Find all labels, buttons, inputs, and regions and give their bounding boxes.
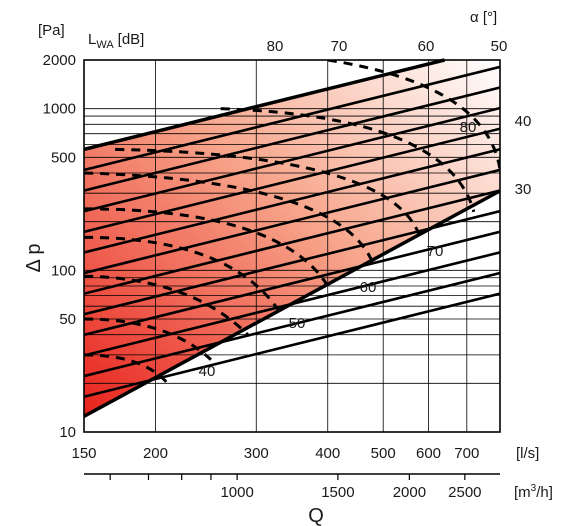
lower-boundary-line [83,189,501,418]
blade-angle-labels: 70 60 50 40 30 80 [331,38,532,198]
blade-angle-curve [327,60,500,170]
y-tick-label: 10 [59,424,76,441]
x-secondary-unit-label: [m3/h] [514,483,553,501]
y-tick-label: 2000 [43,52,76,69]
blade-angle-curve [84,207,330,287]
x-secondary-tick-labels: 1000 1500 2000 2500 [109,474,482,501]
sound-power-line [84,271,500,378]
x-axis-label: Q [308,505,324,526]
x-tick-label: 300 [244,445,269,462]
sound-power-label: 70 [427,243,444,260]
x-tick-label: 150 [71,445,96,462]
x-secondary-tick-label: 1500 [321,484,354,501]
blade-angle-curve [84,171,375,265]
sound-power-label: 50 [289,315,306,332]
y-tick-label: 1000 [43,101,76,118]
sound-power-labels: 40 50 60 70 80 [199,38,444,380]
y-tick-label: 500 [51,149,76,166]
blade-angle-curve [84,274,249,336]
x-secondary-tick-label: 2500 [448,484,481,501]
x-primary-unit-label: [l/s] [516,445,539,462]
upper-boundary-line [83,58,445,152]
blade-angle-top-label: 60 [418,38,435,55]
operating-region [84,60,500,417]
x-tick-labels: 150 200 300 400 500 600 700 [71,445,479,462]
blade-angle-curve [84,317,212,361]
x-tick-label: 400 [315,445,340,462]
alpha-title: α [°] [470,9,497,26]
x-secondary-tick-label: 1000 [220,484,253,501]
blade-angle-top-label: 50 [491,38,508,55]
y-axis-label: Δ p [23,244,45,273]
blade-angle-curve [115,147,422,238]
x-tick-label: 500 [371,445,396,462]
blade-angle-inner-label: 80 [460,119,477,136]
blade-angle-right-label: 40 [515,113,532,130]
sound-power-label: 40 [199,363,216,380]
y-tick-label: 50 [59,311,76,328]
x-tick-label: 700 [454,445,479,462]
sound-power-line [84,168,500,275]
sound-power-line [84,230,500,337]
x-tick-label: 200 [143,445,168,462]
sound-power-line [84,86,500,192]
blade-angle-curves [84,60,500,385]
blade-angle-curve [84,353,169,385]
sound-power-label: 80 [267,38,284,55]
blade-angle-curve [220,107,476,213]
blade-angle-top-label: 70 [331,38,348,55]
x-secondary-tick-label: 2000 [393,484,426,501]
blade-angle-curve [84,235,282,314]
x-tick-label: 600 [416,445,441,462]
sound-power-line [84,65,500,172]
y-unit-label: [Pa] [38,22,65,39]
y-tick-labels: 10 50 100 500 1000 2000 [43,52,76,441]
lwa-title: LWA [dB] [88,31,144,51]
sound-power-label: 60 [360,279,377,296]
sound-power-line [84,189,500,295]
blade-angle-right-label: 30 [515,181,532,198]
plot-frame [83,59,501,433]
sound-power-line [84,127,500,234]
y-tick-label: 100 [51,262,76,279]
sound-power-line [84,106,500,213]
